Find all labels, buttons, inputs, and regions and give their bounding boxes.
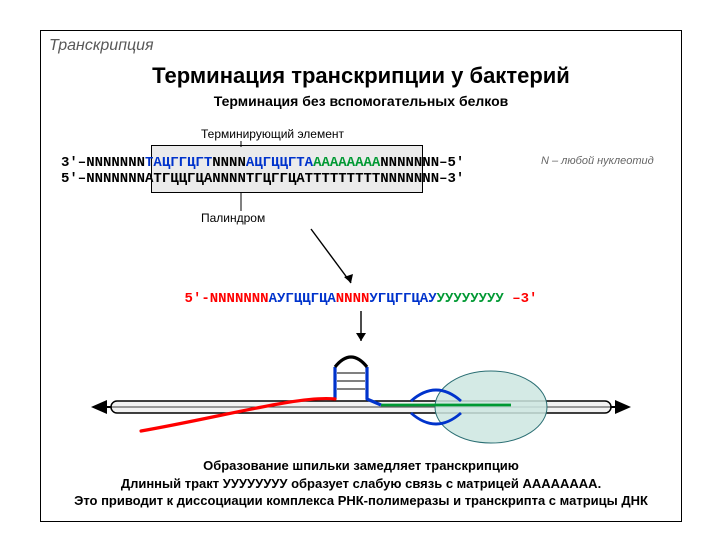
seq2-gap: NNNN — [212, 171, 246, 187]
rna-start: 5'-NNNNNNN — [185, 291, 269, 307]
seq1-end: NNNNNNN–5' — [380, 155, 464, 171]
seq1-pal1: ТАЦГГЦГТ — [145, 155, 212, 171]
dna-sequence-bottom: 5'–NNNNNNNАТГЦЦГЦАNNNNТГЦГГЦАТТТТТТТТТNN… — [61, 171, 464, 187]
seq2-run: ТТТТТТТТ — [313, 171, 380, 187]
rna-gap: NNNN — [336, 291, 370, 307]
page-title: Терминация транскрипции у бактерий — [41, 63, 681, 89]
rna-pal1: АУГЦЦГЦА — [269, 291, 336, 307]
seq1-start: 3'–NNNNNNN — [61, 155, 145, 171]
rna-end: –3' — [504, 291, 538, 307]
seq1-pal2: АЦГЦЦГТА — [246, 155, 313, 171]
seq2-start: 5'–NNNNNNN — [61, 171, 145, 187]
page-header: Транскрипция — [49, 37, 154, 55]
page-subtitle: Терминация без вспомогательных белков — [41, 93, 681, 109]
caption-line-2: Длинный тракт УУУУУУУУ образует слабую с… — [121, 476, 601, 491]
dna-sequence-top: 3'–NNNNNNNТАЦГГЦГТNNNNАЦГЦЦГТАААААААААNN… — [61, 155, 464, 171]
seq1-gap: NNNN — [212, 155, 246, 171]
seq2-end: NNNNNNN–3' — [380, 171, 464, 187]
diagram-frame: Транскрипция Терминация транскрипции у б… — [40, 30, 682, 522]
caption-block: Образование шпильки замедляет транскрипц… — [41, 457, 681, 510]
caption-line-3: Это приводит к диссоциации комплекса РНК… — [74, 493, 648, 508]
seq1-run: АААААААА — [313, 155, 380, 171]
rna-sequence: 5'-NNNNNNNАУГЦЦГЦАNNNNУГЦГГЦАУУУУУУУУУ –… — [41, 291, 681, 307]
seq2-pal2: ТГЦГГЦАТ — [246, 171, 313, 187]
rna-pal2: УГЦГГЦАУ — [369, 291, 436, 307]
rna-run: УУУУУУУУ — [437, 291, 504, 307]
seq2-pal1: АТГЦЦГЦА — [145, 171, 212, 187]
n-legend: N – любой нуклеотид — [541, 155, 654, 167]
palindrome-label: Палиндром — [201, 211, 265, 225]
terminator-label: Терминирующий элемент — [201, 127, 344, 141]
caption-line-1: Образование шпильки замедляет транскрипц… — [203, 458, 519, 473]
